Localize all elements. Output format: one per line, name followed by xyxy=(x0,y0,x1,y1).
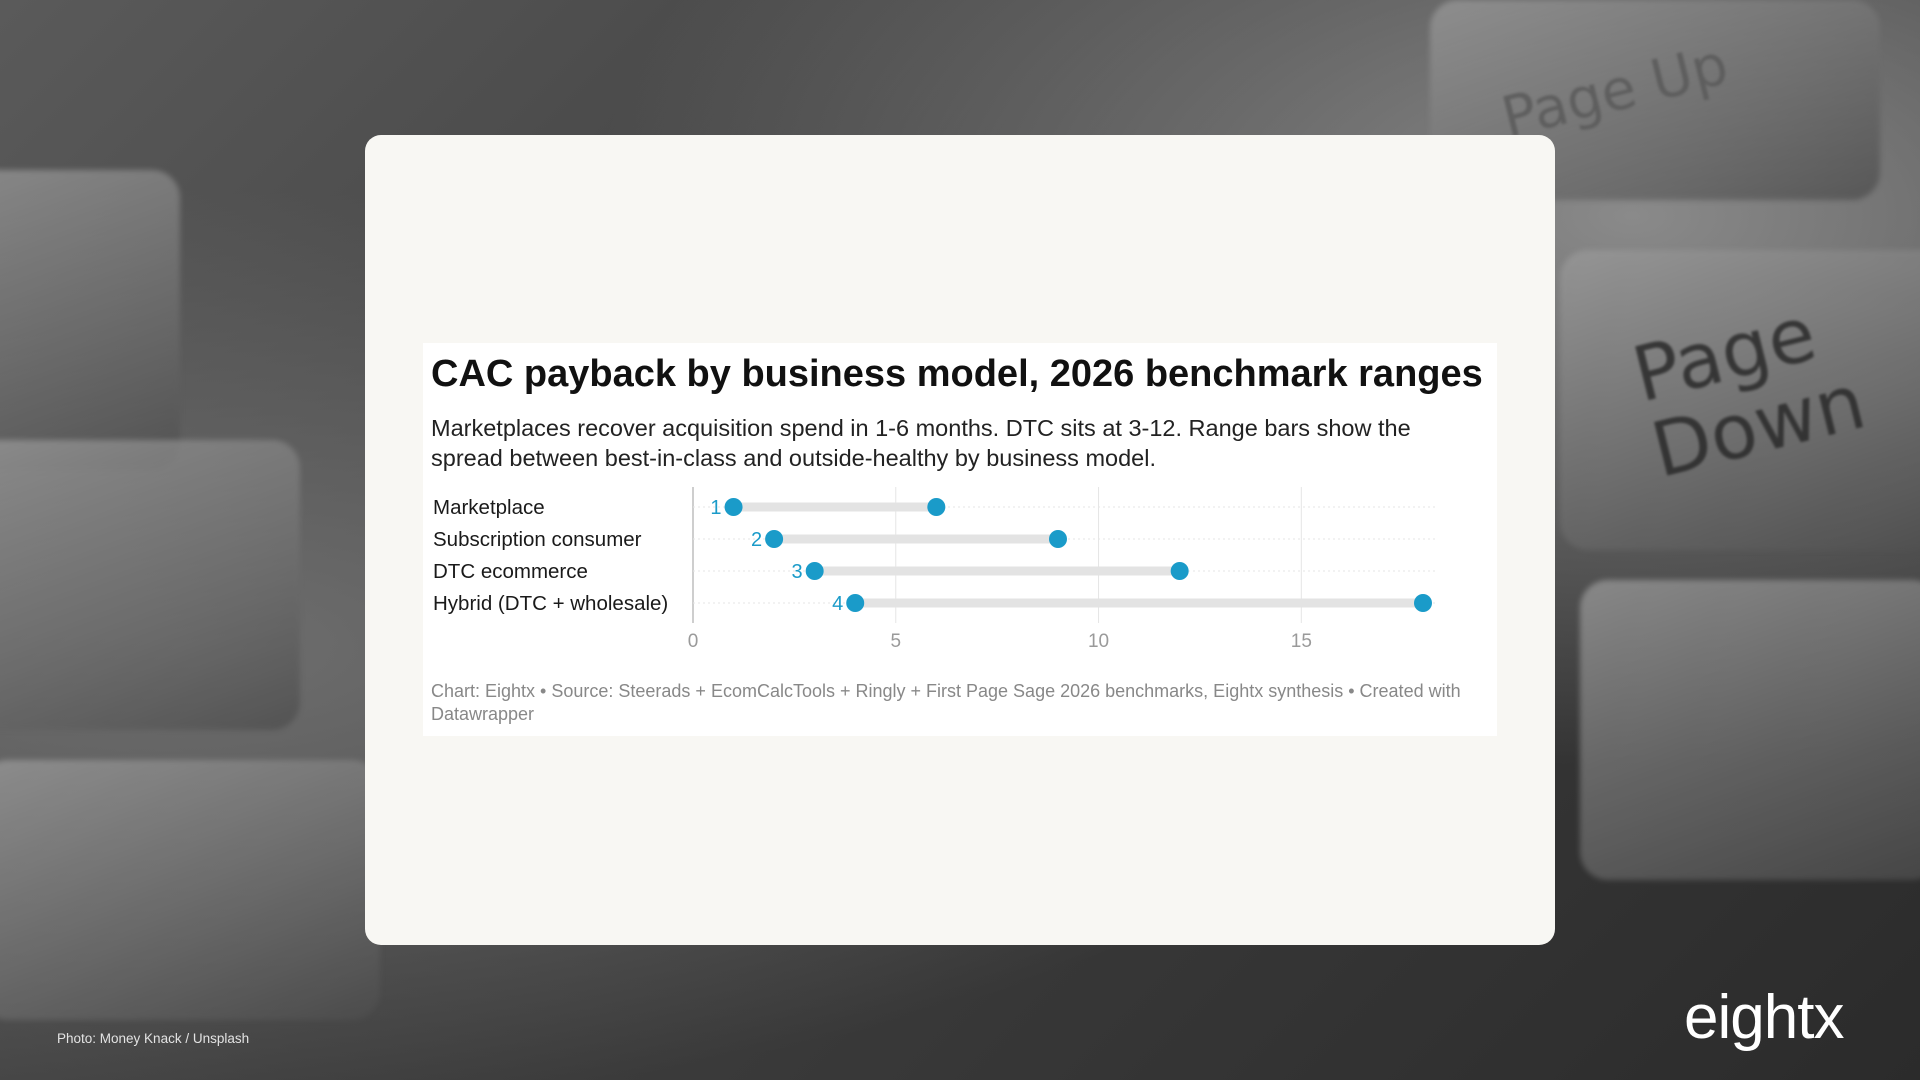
keycap-left-bottom xyxy=(0,440,300,730)
range-chart: 0 5 10 15 Marketplace 1 Subscription consumer 2… xyxy=(433,487,1435,652)
x-tick-label: 10 xyxy=(1088,631,1109,652)
category-label: Marketplace xyxy=(433,496,545,519)
keycap-left xyxy=(0,170,180,470)
start-value-label: 2 xyxy=(751,529,762,551)
chart-panel: CAC payback by business model, 2026 benc… xyxy=(423,343,1497,736)
keycap-bottom-right xyxy=(1580,580,1920,880)
category-label: Hybrid (DTC + wholesale) xyxy=(433,592,668,615)
keycap-bottom-left xyxy=(0,760,380,1020)
plot-area: 0 5 10 15 Marketplace 1 Subscription consumer 2… xyxy=(433,487,1435,652)
eightx-logo: eightx xyxy=(1684,983,1844,1052)
category-label: DTC ecommerce xyxy=(433,560,588,583)
category-label: Subscription consumer xyxy=(433,528,642,551)
end-dot xyxy=(1049,530,1067,548)
chart-notes: Chart: Eightx • Source: Steerads + EcomC… xyxy=(431,681,1461,724)
x-tick-label: 0 xyxy=(688,631,699,652)
x-tick-label: 5 xyxy=(890,631,901,652)
x-tick-label: 15 xyxy=(1291,631,1312,652)
start-dot xyxy=(805,562,824,580)
end-dot xyxy=(1170,562,1189,580)
photo-credit: Photo: Money Knack / Unsplash xyxy=(57,1031,250,1046)
chart-card: CAC payback by business model, 2026 benc… xyxy=(365,135,1555,945)
end-dot xyxy=(927,498,946,516)
start-dot xyxy=(765,530,784,548)
start-value-label: 4 xyxy=(832,593,843,615)
start-value-label: 1 xyxy=(710,497,721,519)
chart-subtitle: Marketplaces recover acquisition spend i… xyxy=(431,415,1411,471)
start-value-label: 3 xyxy=(792,561,803,583)
keycap-page-down xyxy=(1560,250,1920,550)
start-dot xyxy=(846,594,865,612)
start-dot xyxy=(724,498,743,516)
chart-title: CAC payback by business model, 2026 benc… xyxy=(431,353,1483,395)
end-dot xyxy=(1414,594,1432,612)
